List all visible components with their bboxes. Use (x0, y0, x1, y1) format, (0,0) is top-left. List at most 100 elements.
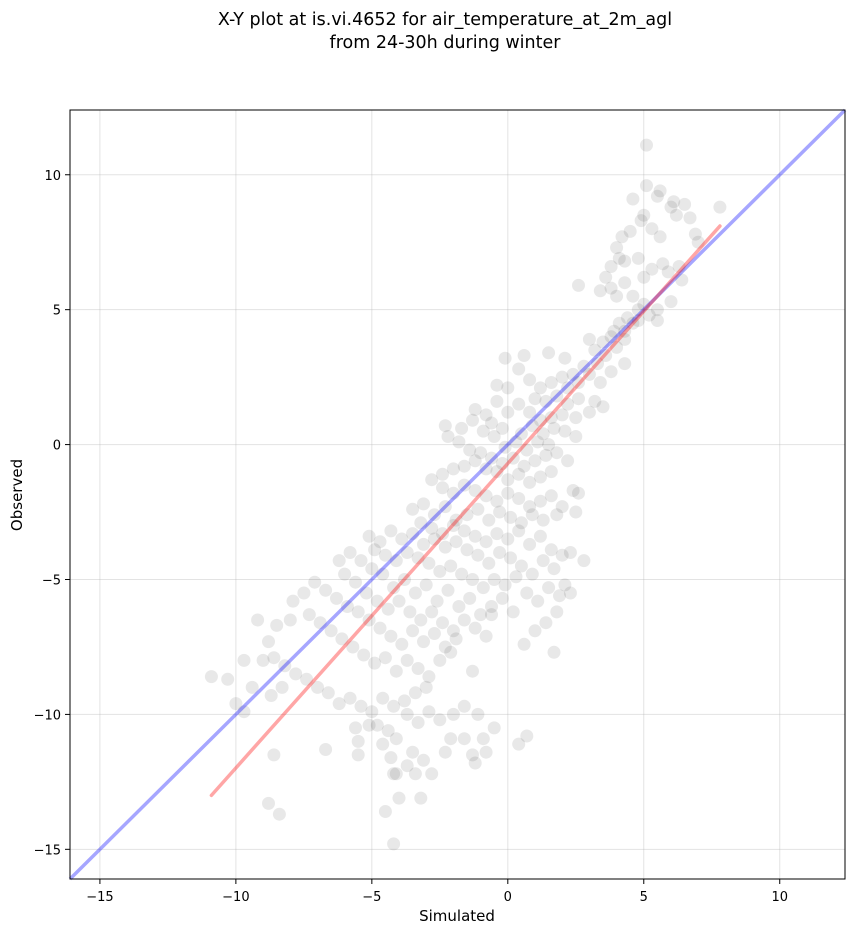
scatter-point (278, 659, 292, 673)
scatter-point (485, 451, 498, 465)
scatter-point (384, 629, 398, 643)
scatter-point (498, 440, 512, 454)
scatter-point (485, 600, 498, 613)
scatter-point (365, 705, 379, 719)
scatter-point (460, 543, 474, 557)
scatter-point (319, 583, 333, 597)
scatter-point (302, 608, 316, 622)
scatter-point (572, 392, 585, 406)
scatter-point (446, 462, 460, 476)
scatter-point (637, 270, 651, 284)
scatter-point (610, 241, 624, 255)
scatter-point (512, 467, 526, 481)
axis-ticks: −15 −10 −5 0 5 10 −15 −10 −5 0 5 10 (34, 169, 788, 905)
scatter-point (506, 451, 520, 465)
scatter-point (523, 405, 537, 419)
scatter-point (626, 192, 640, 206)
scatter-point (441, 430, 455, 443)
scatter-point (466, 573, 479, 586)
scatter-point (512, 737, 526, 751)
scatter-point (582, 367, 596, 381)
scatter-point (563, 586, 577, 600)
scatter-point (623, 224, 637, 238)
scatter-point (612, 251, 626, 265)
scatter-point (455, 567, 469, 581)
scatter-point (457, 459, 471, 473)
scatter-point (591, 357, 604, 371)
scatter-point (308, 575, 322, 589)
scatter-point (536, 513, 550, 527)
scatter-point (256, 653, 270, 667)
scatter-point (436, 527, 449, 541)
scatter-point (569, 430, 583, 443)
scatter-point (476, 732, 490, 746)
scatter-point (544, 376, 558, 389)
scatter-point (550, 508, 564, 522)
scatter-point (389, 767, 403, 781)
scatter-point (669, 208, 683, 222)
scatter-point (387, 837, 401, 851)
y-tick-label: 10 (44, 169, 61, 184)
scatter-point (555, 548, 569, 562)
scatter-point (640, 179, 653, 193)
scatter-point (479, 462, 493, 476)
scatter-point (577, 359, 591, 373)
scatter-point (414, 516, 428, 530)
scatter-point (544, 465, 558, 479)
scatter-point (311, 680, 324, 694)
scatter-point (414, 791, 428, 805)
scatter-point (408, 686, 422, 700)
scatter-point (444, 559, 458, 573)
scatter-point (683, 211, 697, 225)
scatter-point (251, 613, 265, 627)
scatter-point (479, 535, 493, 549)
scatter-point (512, 524, 526, 538)
scatter-point (672, 260, 686, 273)
reference-lines (68, 108, 847, 881)
scatter-point (370, 594, 384, 608)
scatter-point (471, 548, 485, 562)
y-axis-label: Observed (8, 459, 26, 531)
scatter-point (528, 624, 542, 638)
scatter-point (457, 699, 471, 713)
scatter-point (370, 718, 384, 732)
scatter-point (438, 500, 452, 514)
scatter-point (408, 586, 422, 600)
one-to-one-line (68, 108, 847, 881)
scatter-point (411, 716, 425, 729)
scatter-point (474, 446, 488, 460)
scatter-point (471, 707, 485, 721)
scatter-point (351, 605, 365, 619)
scatter-point (468, 621, 482, 635)
scatter-point (631, 251, 645, 265)
scatter-point (561, 454, 575, 468)
scatter-point (262, 796, 275, 810)
scatter-point (498, 351, 512, 365)
scatter-point (528, 392, 542, 406)
scatter-point (362, 613, 376, 627)
scatter-point (427, 508, 441, 522)
scatter-point (474, 608, 488, 622)
scatter-point (520, 443, 534, 457)
scatter-point (389, 664, 403, 678)
scatter-point (650, 303, 664, 317)
scatter-point (436, 481, 449, 495)
scatter-point (338, 567, 352, 581)
scatter-point (558, 351, 572, 365)
scatter-point (626, 316, 640, 330)
scatter-point (533, 470, 547, 484)
scatter-point (392, 594, 406, 608)
scatter-point (406, 624, 420, 638)
regression-fit-line (209, 224, 722, 798)
scatter-point (626, 289, 640, 303)
scatter-point (558, 578, 572, 592)
scatter-point (368, 543, 382, 557)
scatter-point (457, 732, 471, 746)
scatter-point (346, 640, 360, 654)
scatter-point (490, 527, 504, 541)
scatter-point (512, 362, 526, 376)
scatter-point (332, 697, 346, 711)
scatter-point (572, 376, 585, 389)
scatter-point (425, 605, 439, 619)
scatter-point (406, 745, 420, 759)
